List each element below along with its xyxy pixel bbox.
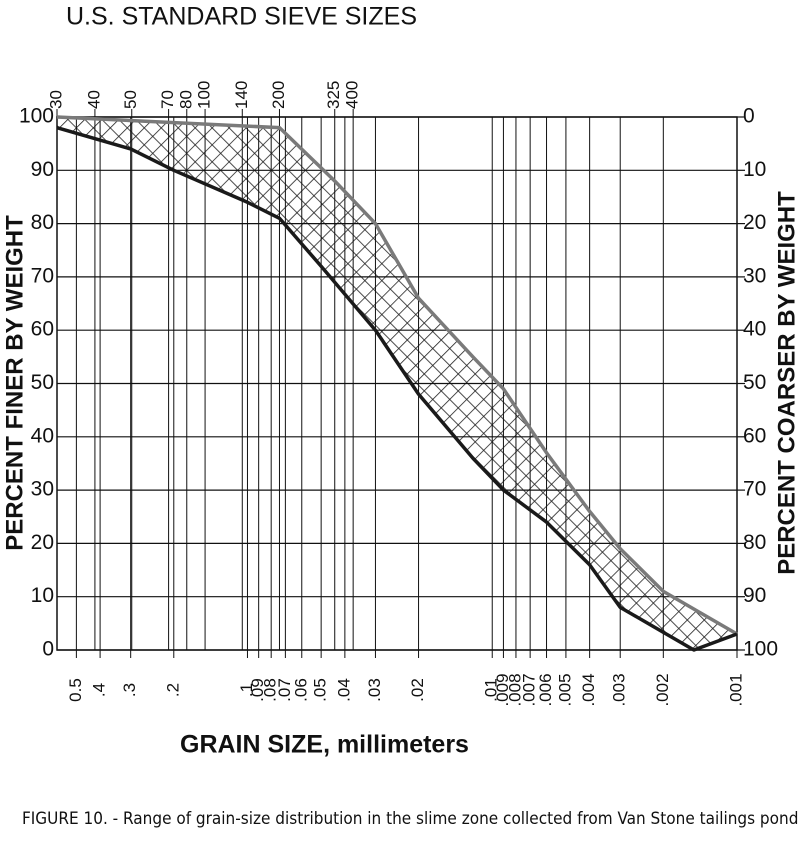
y2-tick-label: 30 (743, 264, 766, 287)
caption: FIGURE 10. - Range of grain-size distrib… (22, 809, 800, 829)
x-tick-label: .2 (163, 683, 182, 697)
x2-tick-label: 140 (232, 81, 251, 109)
x-tick-label: .07 (275, 678, 294, 702)
x2-tick-label: 80 (176, 90, 195, 109)
x-tick-label: .05 (311, 678, 330, 702)
x-tick-label: .04 (334, 678, 353, 702)
x-tick-label: .002 (653, 673, 672, 706)
y-tick-label: 50 (31, 371, 54, 394)
y-tick-label: 90 (31, 158, 54, 181)
x-tick-label: .001 (726, 673, 745, 706)
x-tick-label: .007 (520, 673, 539, 706)
x-tick-label: .4 (90, 683, 109, 697)
x-axis-label: GRAIN SIZE, millimeters (180, 731, 469, 759)
y2-tick-label: 60 (743, 424, 766, 447)
y2-tick-label: 70 (743, 478, 766, 501)
series-line (56, 115, 738, 636)
y-tick-label: 0 (42, 638, 54, 661)
y2-tick-label: 20 (743, 211, 766, 234)
x2-tick-label: 200 (269, 81, 288, 109)
y-tick-label: 30 (31, 478, 54, 501)
x2-tick-label: 100 (195, 81, 214, 109)
y-tick-label: 20 (31, 531, 54, 554)
y-tick-label: 40 (31, 424, 54, 447)
y2-axis-label: PERCENT COARSER BY WEIGHT (773, 191, 800, 575)
series-line (56, 125, 738, 652)
y-axis-label: PERCENT FINER BY WEIGHT (1, 215, 28, 551)
x-tick-label: .009 (493, 673, 512, 706)
x-tick-label: .02 (408, 678, 427, 702)
x2-tick-label: 40 (84, 90, 103, 109)
x-tick-label: 0.5 (66, 678, 85, 702)
x2-tick-label: 50 (121, 90, 140, 109)
x2-tick-label: 400 (343, 81, 362, 109)
x-tick-label: .06 (291, 678, 310, 702)
x-tick-label: .03 (365, 678, 384, 702)
range-band (57, 117, 737, 650)
x-tick-label: .08 (261, 678, 280, 702)
y2-tick-label: 100 (743, 638, 778, 661)
y2-tick-label: 80 (743, 531, 766, 554)
x2-tick-label: 70 (158, 90, 177, 109)
x-tick-label: .1 (237, 683, 256, 697)
x-tick-label: .3 (120, 683, 139, 697)
x-tick-label: .004 (579, 673, 598, 706)
y-tick-label: 80 (31, 211, 54, 234)
x-tick-label: .008 (505, 673, 524, 706)
y-tick-label: 60 (31, 318, 54, 341)
plot-frame (56, 116, 738, 651)
y-tick-label: 100 (19, 105, 54, 128)
y2-tick-label: 10 (743, 158, 766, 181)
x-tick-label: .01 (482, 678, 501, 702)
y-tick-label: 70 (31, 264, 54, 287)
y2-tick-label: 40 (743, 318, 766, 341)
x-tick-label: .003 (610, 673, 629, 706)
y2-tick-label: 50 (743, 371, 766, 394)
chart-title: U.S. STANDARD SIEVE SIZES (66, 3, 417, 31)
y2-tick-label: 0 (743, 105, 755, 128)
chart: U.S. STANDARD SIEVE SIZES GRAIN SIZE, mi… (1, 3, 800, 759)
x2-tick-label: 325 (324, 81, 343, 109)
x-tick-label: .09 (248, 678, 267, 702)
x-tick-label: .006 (536, 673, 555, 706)
y2-tick-label: 90 (743, 584, 766, 607)
y-tick-label: 10 (31, 584, 54, 607)
x-tick-label: .005 (555, 673, 574, 706)
x2-tick-label: 30 (46, 90, 65, 109)
